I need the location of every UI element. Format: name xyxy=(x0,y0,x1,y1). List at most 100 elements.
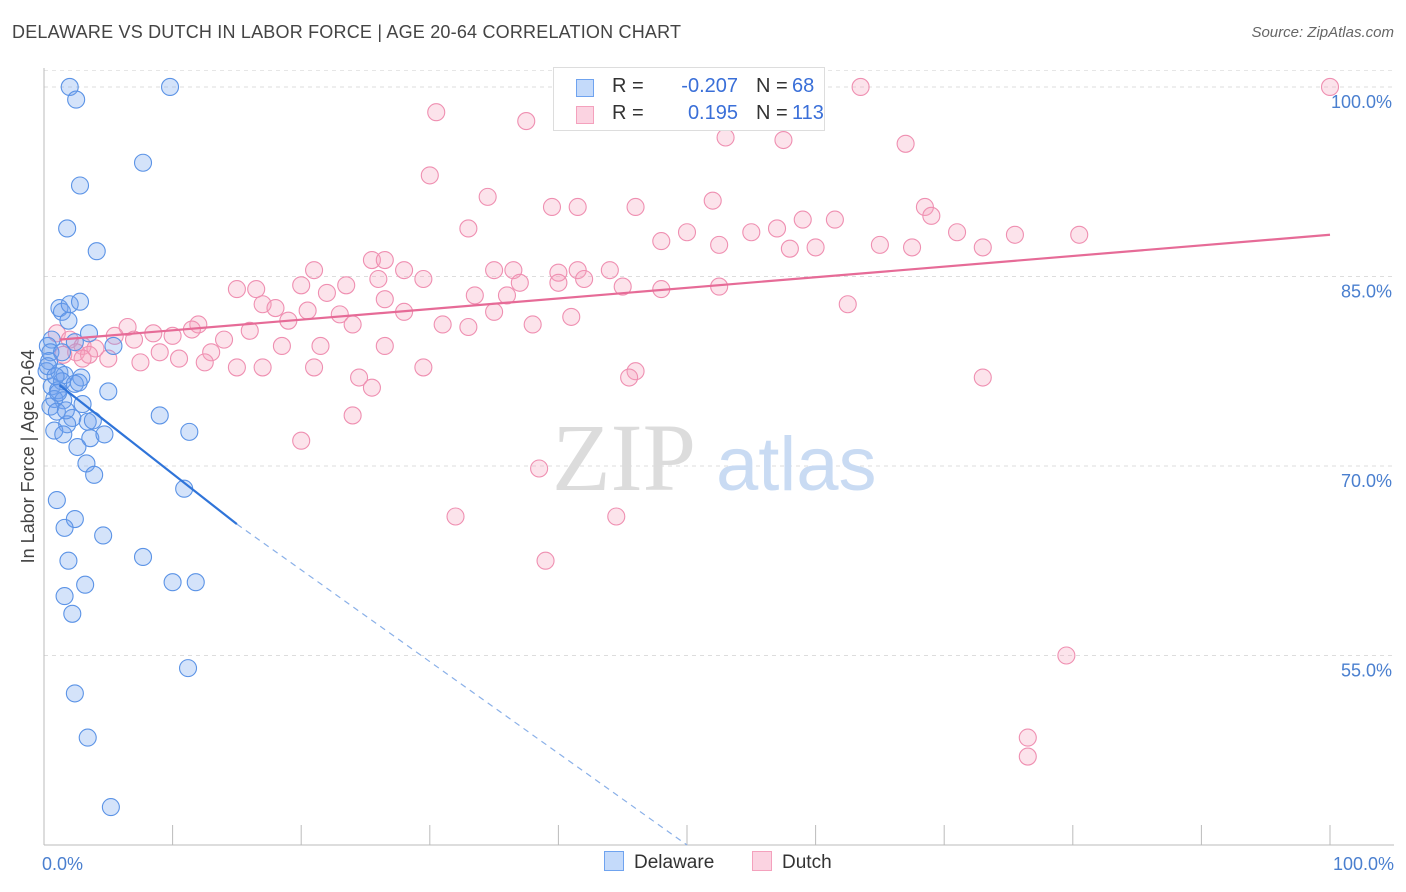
legend-item-dutch[interactable]: Dutch xyxy=(752,851,832,874)
point-delaware xyxy=(58,219,77,238)
point-delaware xyxy=(180,422,199,441)
n-label: N = xyxy=(756,102,788,124)
x-tick-label: 100.0% xyxy=(1333,854,1394,874)
point-delaware xyxy=(69,373,88,392)
point-dutch xyxy=(459,317,478,337)
point-delaware xyxy=(133,547,153,566)
x-tick-label: 0.0% xyxy=(42,854,83,874)
point-dutch xyxy=(851,77,870,97)
point-delaware xyxy=(65,684,84,703)
legend-item-delaware[interactable]: Delaware xyxy=(604,851,714,874)
point-dutch xyxy=(825,210,844,229)
trend-line-delaware xyxy=(58,384,238,525)
point-dutch xyxy=(214,330,234,349)
point-dutch xyxy=(1005,225,1024,244)
point-delaware xyxy=(70,292,90,311)
point-dutch xyxy=(562,307,581,326)
axes xyxy=(43,68,1394,846)
point-delaware xyxy=(101,798,120,817)
point-dutch xyxy=(774,130,793,150)
point-dutch xyxy=(350,368,369,387)
point-dutch xyxy=(298,301,317,320)
point-dutch xyxy=(266,298,285,318)
point-delaware xyxy=(94,526,113,545)
point-dutch xyxy=(497,286,517,305)
legend-swatch-delaware xyxy=(576,79,594,97)
point-dutch xyxy=(600,261,619,280)
point-dutch xyxy=(414,269,433,289)
point-dutch xyxy=(420,166,439,185)
n-label: N = xyxy=(756,75,788,97)
point-dutch xyxy=(305,358,324,377)
point-delaware xyxy=(38,357,57,376)
point-delaware xyxy=(52,343,72,362)
r-label: R = xyxy=(612,75,644,97)
point-dutch xyxy=(767,219,787,238)
y-tick-label: 100.0% xyxy=(1331,92,1392,112)
point-dutch xyxy=(292,276,311,295)
point-dutch xyxy=(549,263,568,282)
point-dutch xyxy=(227,358,246,377)
watermark: ZIP atlas xyxy=(552,404,877,511)
point-dutch xyxy=(317,283,336,302)
point-delaware xyxy=(67,90,86,109)
point-dutch xyxy=(362,378,381,397)
point-delaware xyxy=(85,465,104,484)
point-dutch xyxy=(395,261,414,280)
point-dutch xyxy=(948,223,967,242)
point-dutch xyxy=(227,280,246,299)
point-dutch xyxy=(427,103,446,122)
point-delaware xyxy=(65,333,84,352)
trend-line-dutch xyxy=(59,233,1331,341)
point-delaware xyxy=(59,311,78,330)
point-dutch xyxy=(459,219,478,238)
point-dutch xyxy=(677,223,697,242)
point-delaware xyxy=(47,402,66,421)
point-dutch xyxy=(902,238,922,257)
watermark-zip: ZIP xyxy=(552,404,696,511)
point-dutch xyxy=(710,235,729,254)
point-delaware xyxy=(55,587,74,606)
point-dutch xyxy=(806,238,825,257)
point-dutch xyxy=(1057,646,1076,665)
point-dutch xyxy=(613,277,632,296)
point-delaware xyxy=(178,659,198,678)
point-dutch xyxy=(433,315,452,334)
point-dutch xyxy=(793,210,812,229)
point-dutch xyxy=(510,273,529,292)
point-dutch xyxy=(253,358,272,377)
point-delaware xyxy=(163,573,182,592)
point-dutch xyxy=(542,197,562,217)
point-dutch xyxy=(272,336,291,356)
point-dutch xyxy=(922,206,941,225)
point-delaware xyxy=(59,551,78,570)
point-dutch xyxy=(575,269,594,289)
point-delaware xyxy=(68,437,87,457)
point-dutch xyxy=(620,368,639,387)
point-dutch xyxy=(305,261,324,280)
point-dutch xyxy=(337,276,356,295)
point-dutch xyxy=(838,295,857,314)
legend-swatch xyxy=(604,851,624,871)
point-dutch xyxy=(414,358,433,377)
point-delaware xyxy=(47,491,66,510)
point-dutch xyxy=(150,343,169,362)
grid-lines xyxy=(44,70,1394,656)
point-delaware xyxy=(95,425,114,444)
point-dutch xyxy=(485,302,504,321)
y-tick-label: 55.0% xyxy=(1341,660,1392,680)
point-dutch xyxy=(311,336,330,356)
point-dutch xyxy=(124,330,144,349)
point-delaware xyxy=(81,429,100,448)
point-dutch xyxy=(549,273,568,292)
point-delaware xyxy=(133,153,153,172)
point-dutch xyxy=(375,336,394,356)
point-delaware xyxy=(56,401,75,420)
point-dutch xyxy=(375,250,394,270)
point-dutch xyxy=(465,286,484,305)
point-dutch xyxy=(896,134,915,153)
point-dutch xyxy=(446,507,465,526)
point-dutch xyxy=(607,507,626,526)
point-dutch xyxy=(530,459,549,478)
point-dutch xyxy=(478,187,497,206)
